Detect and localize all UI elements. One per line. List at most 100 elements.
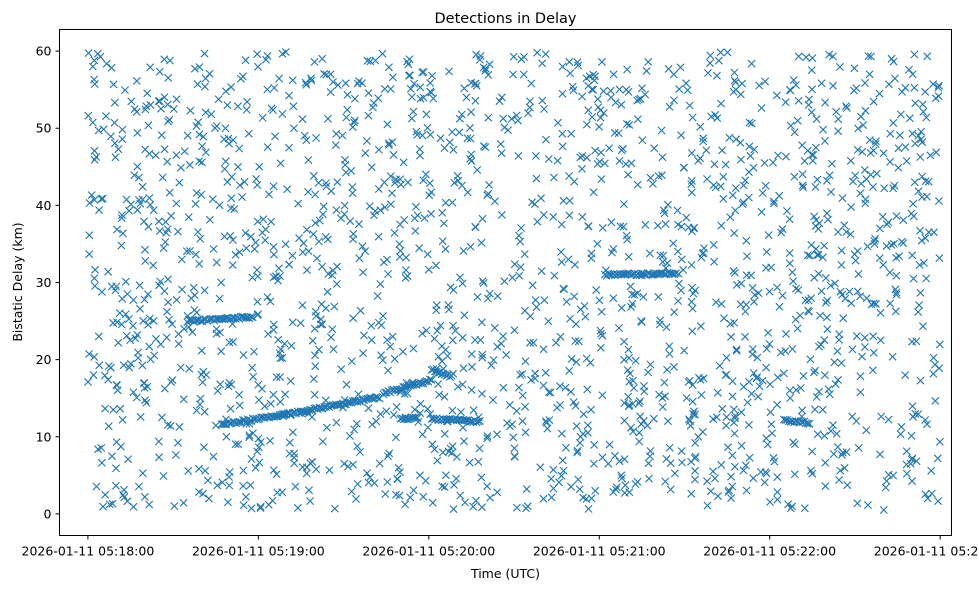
x-tick-label: 2026-01-11 05:18:00 [22, 544, 155, 559]
data-point [347, 487, 356, 496]
data-point [612, 483, 621, 492]
data-point [811, 366, 820, 375]
data-point [794, 52, 803, 61]
data-point [469, 502, 478, 511]
data-point [808, 469, 817, 478]
data-point [931, 396, 940, 405]
data-point [428, 71, 437, 80]
data-point [124, 455, 133, 464]
data-point [782, 329, 790, 338]
data-point [919, 322, 927, 331]
data-point [99, 125, 108, 134]
data-point [813, 175, 822, 184]
data-point [556, 401, 565, 409]
data-point [285, 438, 294, 447]
data-point [276, 373, 285, 382]
data-point [869, 348, 878, 357]
data-point [332, 418, 341, 427]
data-point [309, 375, 318, 383]
data-point [620, 399, 629, 407]
data-point [629, 427, 637, 436]
data-point [454, 176, 463, 185]
data-point [558, 142, 567, 151]
data-point [401, 266, 410, 274]
data-point [574, 337, 583, 346]
data-point [342, 380, 351, 389]
data-point [807, 66, 816, 75]
data-point [833, 347, 842, 356]
data-point [682, 394, 691, 402]
data-point [757, 104, 766, 112]
data-point [337, 365, 346, 374]
data-point [820, 431, 829, 440]
data-point [309, 171, 318, 180]
data-point [596, 343, 605, 352]
data-point [687, 176, 696, 185]
data-point [264, 500, 273, 509]
data-point [596, 326, 605, 335]
data-point [619, 222, 628, 231]
data-point [317, 300, 326, 309]
y-tick-label: 10 [36, 429, 52, 444]
data-point [732, 346, 741, 355]
data-point [731, 206, 740, 215]
data-point [869, 146, 878, 155]
data-point [427, 209, 436, 218]
data-point [624, 252, 633, 261]
data-point [530, 200, 539, 209]
data-point [853, 499, 862, 508]
data-point [665, 443, 674, 452]
data-point [373, 393, 382, 402]
data-point [827, 188, 835, 196]
data-point [298, 115, 307, 124]
data-point [911, 409, 920, 418]
data-point [756, 468, 765, 476]
data-point [145, 500, 154, 509]
data-point [416, 378, 424, 387]
data-point [214, 95, 223, 104]
data-point [441, 198, 450, 207]
data-point [833, 443, 842, 451]
data-point [391, 433, 400, 442]
data-point [111, 153, 120, 162]
data-point [274, 264, 283, 273]
data-point [244, 129, 253, 138]
data-point [674, 297, 683, 305]
data-point [829, 81, 837, 90]
data-point [579, 410, 588, 419]
data-point [312, 134, 321, 142]
data-point [872, 169, 881, 178]
data-point [834, 127, 843, 136]
data-point [289, 124, 298, 133]
data-point [308, 457, 317, 466]
data-point [226, 204, 235, 213]
data-point [247, 504, 256, 513]
data-point [921, 416, 930, 424]
data-point [702, 146, 711, 155]
data-point [856, 372, 865, 381]
data-point [195, 130, 204, 139]
data-point [829, 421, 837, 430]
data-point [205, 69, 214, 78]
data-point [410, 79, 419, 88]
data-point [539, 345, 548, 354]
data-point [463, 188, 472, 197]
data-point [130, 105, 139, 114]
data-point [546, 388, 555, 397]
data-point [918, 193, 926, 202]
data-point [617, 100, 626, 109]
data-point [90, 146, 99, 155]
data-point [170, 502, 179, 511]
data-point [663, 259, 672, 268]
data-point [879, 506, 888, 514]
data-point [930, 228, 938, 237]
data-point [163, 157, 172, 166]
data-point [333, 178, 342, 187]
data-point [753, 353, 762, 362]
data-point [427, 375, 436, 384]
data-point [516, 370, 525, 379]
data-point [314, 237, 323, 246]
data-point [680, 346, 689, 355]
data-point [267, 217, 276, 226]
data-point [558, 129, 567, 138]
